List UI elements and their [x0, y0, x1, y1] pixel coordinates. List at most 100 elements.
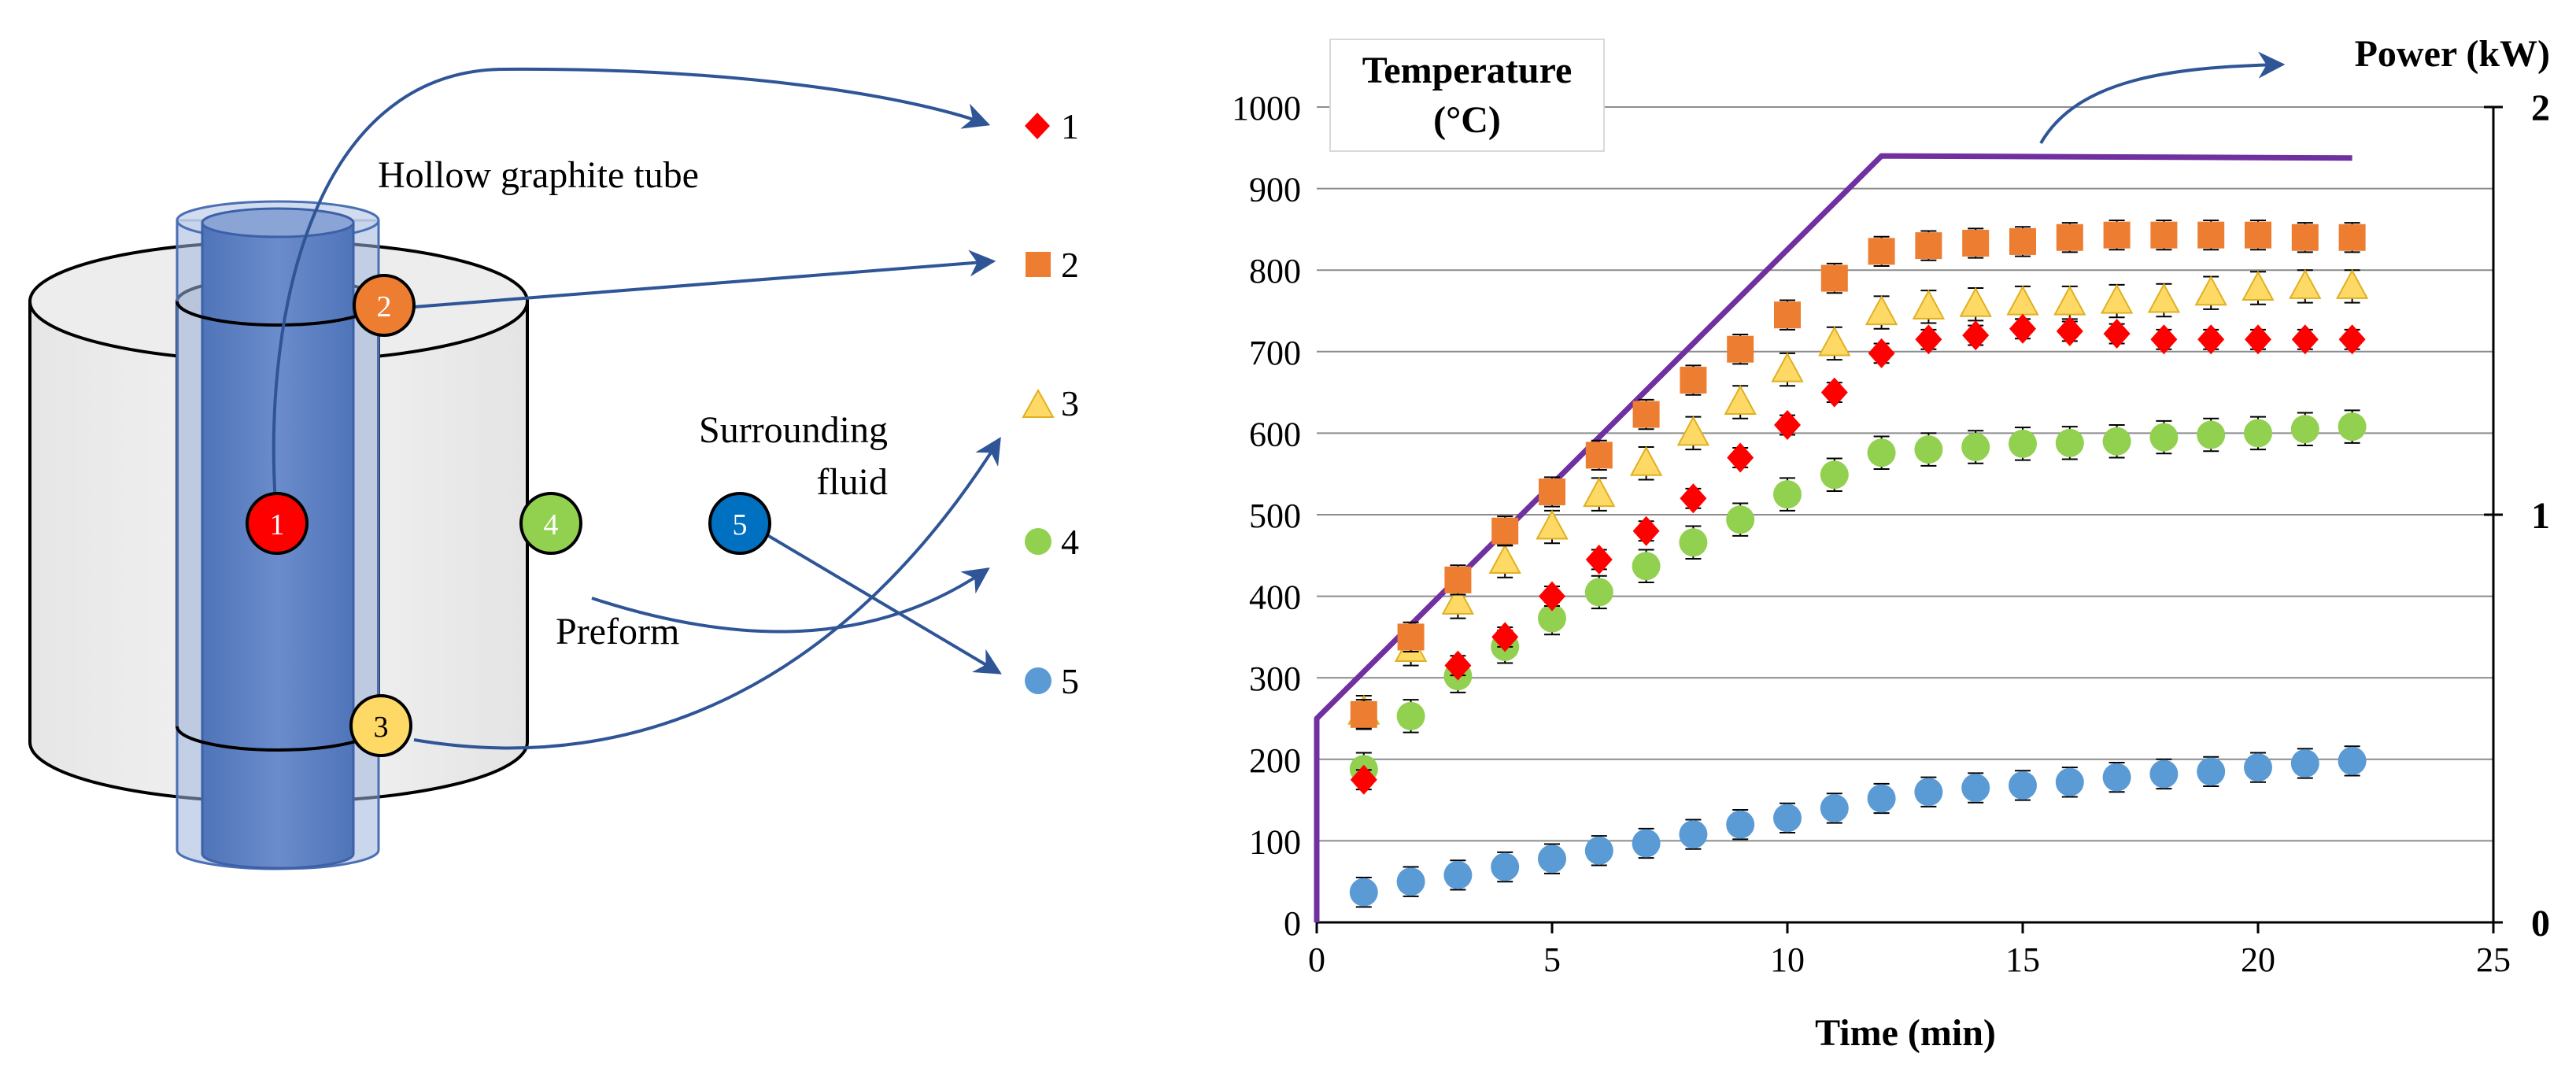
legend-item-5: 5: [1025, 661, 1079, 701]
data-point-square: [1539, 478, 1565, 505]
data-point-diamond: [2338, 324, 2366, 355]
data-point-square: [1491, 517, 1519, 545]
legend-square-marker: [1026, 252, 1051, 277]
point-5-label: 5: [733, 508, 748, 541]
data-point-square: [1585, 442, 1613, 469]
data-point-triangle: [2100, 283, 2134, 314]
point-1-label: 1: [270, 508, 285, 541]
y-axis-title-line2: (°C): [1433, 99, 1501, 141]
data-point-circle: [2102, 427, 2131, 456]
data-point-square: [2009, 227, 2036, 255]
data-point-square: [1680, 367, 1707, 394]
data-point-square: [1962, 230, 1990, 257]
chart-gridlines: [1317, 106, 2493, 842]
data-point-triangle: [1583, 477, 1616, 508]
data-point-circle: [2009, 770, 2037, 800]
legend-label-1: 1: [1061, 106, 1079, 146]
data-point-diamond: [2056, 316, 2083, 346]
x-tick-label: 5: [1543, 940, 1561, 979]
legend-label-2: 2: [1061, 245, 1079, 285]
y-tick-label: 500: [1249, 497, 1301, 535]
data-point-triangle: [2335, 268, 2369, 299]
data-point-triangle: [2242, 270, 2275, 301]
data-point-diamond: [2245, 324, 2271, 355]
data-point-diamond: [1632, 515, 1660, 546]
data-point-circle: [2055, 767, 2084, 796]
y-tick-label: 900: [1249, 171, 1301, 209]
data-point-circle: [2244, 419, 2272, 448]
x-tick-label: 10: [1770, 940, 1805, 979]
point-5: 5: [708, 492, 771, 555]
arrow-point-3: [413, 437, 1001, 750]
data-point-circle: [1773, 480, 1802, 509]
data-point-circle: [2055, 428, 2084, 457]
fluid-label-line2: fluid: [816, 461, 888, 503]
y-tick-label: 0: [1284, 904, 1301, 943]
chart-axes: [1315, 105, 2503, 933]
data-point-circle: [2290, 748, 2319, 778]
data-point-circle: [1443, 860, 1473, 889]
connector-arrows: [272, 67, 1002, 750]
data-point-circle: [1491, 852, 1520, 881]
data-point-triangle: [2194, 275, 2227, 306]
data-point-square: [2150, 221, 2178, 249]
diagram-legend: 1 2 3 4 5: [1022, 106, 1079, 701]
data-point-triangle: [2147, 283, 2181, 313]
data-point-square: [1774, 301, 1801, 329]
data-point-circle: [2149, 423, 2179, 452]
data-point-square: [2245, 221, 2271, 249]
tube-label: Hollow graphite tube: [378, 154, 699, 196]
data-point-circle: [2244, 753, 2272, 782]
data-point-diamond: [1585, 544, 1613, 575]
data-point-square: [1632, 401, 1660, 428]
data-point-square: [2338, 224, 2366, 251]
measurement-points: 1 2 3 4 5: [246, 274, 771, 757]
data-point-circle: [2102, 763, 2131, 792]
y-tick-label: 300: [1249, 660, 1301, 698]
y-tick-label: 400: [1249, 578, 1301, 617]
point-3-label: 3: [374, 711, 389, 744]
y-tick-label: 600: [1249, 415, 1301, 453]
series-1: [1350, 313, 2366, 795]
data-point-triangle: [1488, 543, 1521, 575]
data-point-diamond: [1444, 650, 1472, 681]
data-point-circle: [1867, 438, 1896, 467]
data-point-circle: [1396, 867, 1425, 896]
data-point-circle: [1773, 804, 1802, 833]
data-point-circle: [1867, 784, 1896, 813]
data-point-circle: [1961, 433, 1990, 462]
point-3: 3: [349, 694, 412, 757]
legend-circle-marker: [1025, 528, 1051, 555]
arrow-preform: [591, 567, 990, 634]
data-point-triangle: [1676, 416, 1710, 446]
data-point-diamond: [1962, 320, 1990, 351]
fluid-label-line1: Surrounding: [699, 409, 888, 451]
data-point-circle: [1632, 552, 1661, 581]
data-point-diamond: [1491, 622, 1519, 652]
y2-axis-title: Power (kW): [2355, 33, 2550, 75]
data-point-circle: [2338, 746, 2367, 775]
x-tick-label: 25: [2476, 940, 2511, 979]
y-axis-title-line1: Temperature: [1362, 50, 1573, 91]
data-point-square: [1727, 335, 1754, 363]
y2-tick-label: 2: [2531, 87, 2550, 129]
data-point-square: [2103, 221, 2131, 249]
x-axis-title: Time (min): [1815, 1012, 1996, 1054]
data-point-circle: [2290, 415, 2319, 444]
data-point-triangle: [1441, 584, 1475, 615]
data-point-diamond: [2103, 319, 2131, 349]
apparatus-diagram: 1 2 3 4 5 Hollow graphite tube Surroundi…: [28, 67, 1079, 870]
data-point-circle: [1538, 844, 1566, 874]
data-point-diamond: [1727, 442, 1754, 473]
legend-label-4: 4: [1061, 522, 1079, 562]
data-point-circle: [1396, 701, 1425, 730]
point-1: 1: [246, 492, 309, 555]
data-point-square: [1868, 238, 1895, 265]
data-point-triangle: [1912, 289, 1946, 320]
data-point-diamond: [1820, 377, 1848, 408]
y2-tick-label: 1: [2531, 495, 2550, 537]
data-point-triangle: [1629, 445, 1663, 476]
data-point-circle: [1726, 810, 1755, 839]
legend-circle-marker: [1025, 667, 1051, 694]
